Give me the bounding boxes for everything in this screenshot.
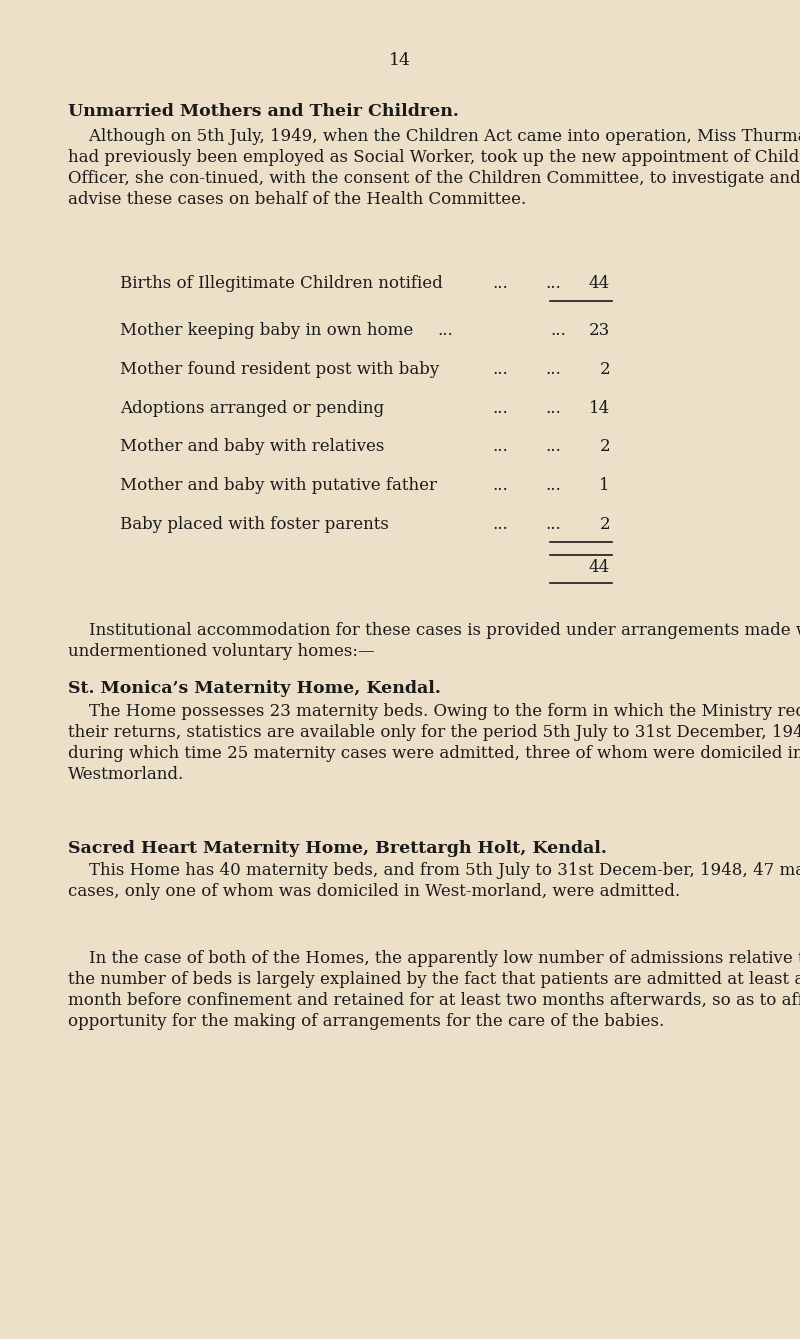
Text: ...: ... [492,400,508,416]
Text: Sacred Heart Maternity Home, Brettargh Holt, Kendal.: Sacred Heart Maternity Home, Brettargh H… [68,840,607,857]
Text: Baby placed with foster parents: Baby placed with foster parents [120,516,389,533]
Text: 2: 2 [599,516,610,533]
Text: Adoptions arranged or pending: Adoptions arranged or pending [120,400,384,416]
Text: ...: ... [437,321,453,339]
Text: ...: ... [545,477,561,494]
Text: In the case of both of the Homes, the apparently low number of admissions relati: In the case of both of the Homes, the ap… [68,949,800,967]
Text: 44: 44 [589,558,610,576]
Text: ...: ... [545,400,561,416]
Text: ...: ... [545,438,561,455]
Text: ...: ... [545,362,561,378]
Text: month before confinement and retained for at least two months afterwards, so as : month before confinement and retained fo… [68,992,800,1010]
Text: Unmarried Mothers and Their Children.: Unmarried Mothers and Their Children. [68,103,459,121]
Text: ...: ... [550,321,566,339]
Text: Mother and baby with putative father: Mother and baby with putative father [120,477,437,494]
Text: Mother found resident post with baby: Mother found resident post with baby [120,362,439,378]
Text: ...: ... [492,274,508,292]
Text: 2: 2 [599,438,610,455]
Text: cases, only one of whom was domiciled in West-morland, were admitted.: cases, only one of whom was domiciled in… [68,882,680,900]
Text: ...: ... [492,362,508,378]
Text: Mother keeping baby in own home: Mother keeping baby in own home [120,321,414,339]
Text: Although on 5th July, 1949, when the Children Act came into operation, Miss Thur: Although on 5th July, 1949, when the Chi… [68,129,800,145]
Text: ...: ... [545,274,561,292]
Text: Officer, she con-tinued, with the consent of the Children Committee, to investig: Officer, she con-tinued, with the consen… [68,170,800,187]
Text: The Home possesses 23 maternity beds. Owing to the form in which the Ministry re: The Home possesses 23 maternity beds. Ow… [68,703,800,720]
Text: 44: 44 [589,274,610,292]
Text: undermentioned voluntary homes:—: undermentioned voluntary homes:— [68,643,374,660]
Text: ...: ... [492,477,508,494]
Text: 2: 2 [599,362,610,378]
Text: advise these cases on behalf of the Health Committee.: advise these cases on behalf of the Heal… [68,191,526,208]
Text: 14: 14 [389,52,411,70]
Text: St. Monica’s Maternity Home, Kendal.: St. Monica’s Maternity Home, Kendal. [68,680,441,698]
Text: 14: 14 [589,400,610,416]
Text: had previously been employed as Social Worker, took up the new appointment of Ch: had previously been employed as Social W… [68,149,800,166]
Text: This Home has 40 maternity beds, and from 5th July to 31st Decem-ber, 1948, 47 m: This Home has 40 maternity beds, and fro… [68,862,800,878]
Text: ...: ... [492,516,508,533]
Text: ...: ... [545,516,561,533]
Text: their returns, statistics are available only for the period 5th July to 31st Dec: their returns, statistics are available … [68,724,800,740]
Text: Institutional accommodation for these cases is provided under arrangements made : Institutional accommodation for these ca… [68,623,800,639]
Text: Births of Illegitimate Children notified: Births of Illegitimate Children notified [120,274,442,292]
Text: ...: ... [492,438,508,455]
Text: Mother and baby with relatives: Mother and baby with relatives [120,438,384,455]
Text: during which time 25 maternity cases were admitted, three of whom were domiciled: during which time 25 maternity cases wer… [68,744,800,762]
Text: opportunity for the making of arrangements for the care of the babies.: opportunity for the making of arrangemen… [68,1014,664,1030]
Text: 1: 1 [599,477,610,494]
Text: Westmorland.: Westmorland. [68,766,184,783]
Text: the number of beds is largely explained by the fact that patients are admitted a: the number of beds is largely explained … [68,971,800,988]
Text: 23: 23 [589,321,610,339]
